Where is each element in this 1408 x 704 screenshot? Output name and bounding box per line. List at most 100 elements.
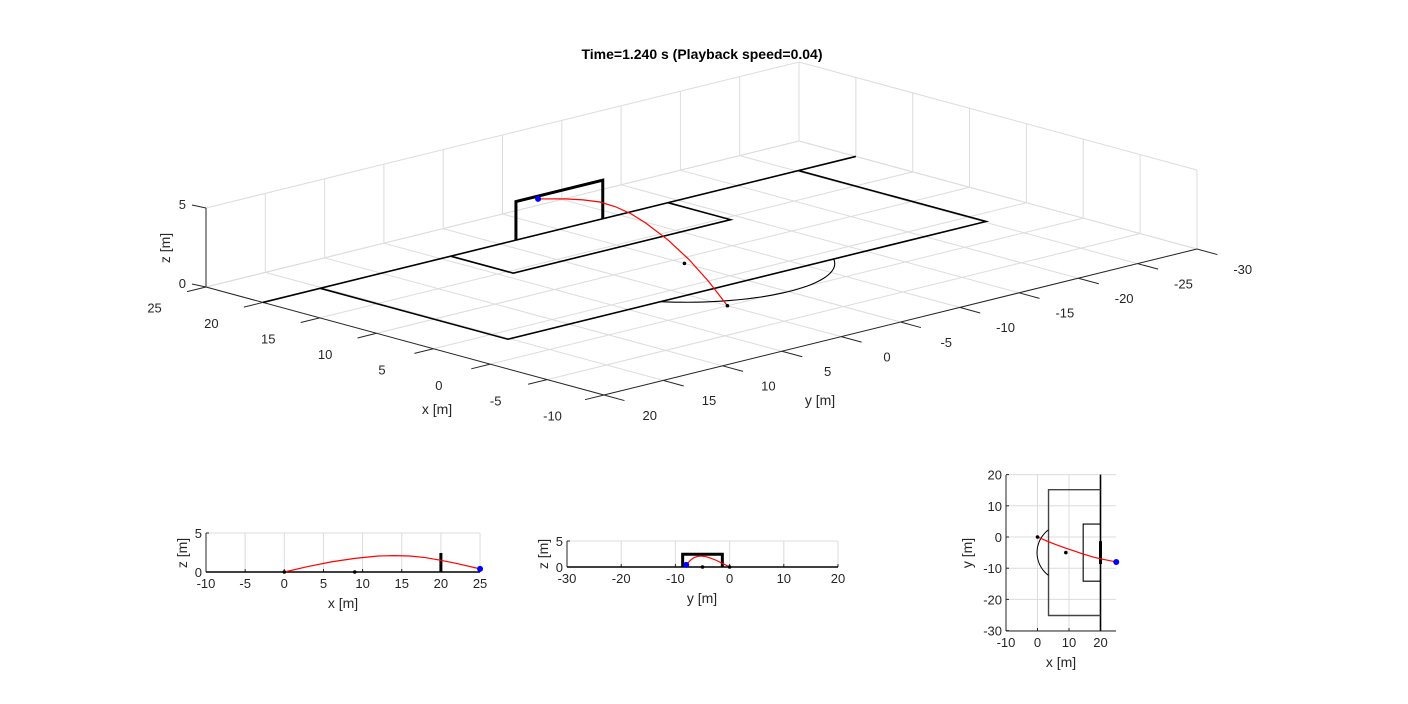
grid-line (383, 242, 782, 352)
y-tick-label: -25 (1174, 276, 1193, 291)
x-tick-label: -5 (239, 576, 251, 591)
ball-trajectory (284, 555, 481, 573)
y-tick-label: 10 (761, 379, 775, 394)
y-tick (1196, 248, 1218, 256)
x-tick-label: 20 (204, 316, 218, 331)
x-axis-label: x [m] (328, 595, 358, 611)
y-tick-label: -5 (940, 335, 952, 350)
penalty-arc (1036, 529, 1049, 576)
grid-line (205, 61, 1198, 209)
y-tick (959, 306, 981, 314)
goal-area (450, 201, 734, 274)
grid-line (502, 213, 901, 323)
figure-title: Time=1.240 s (Playback speed=0.04) (581, 46, 822, 62)
x-axis (205, 286, 605, 396)
x-tick-label: 10 (318, 347, 332, 362)
y-tick-label: -30 (1233, 262, 1252, 277)
x-tick-label: -10 (666, 571, 685, 586)
x-tick-label: 0 (1034, 635, 1041, 650)
marker-dot (352, 570, 357, 574)
x-tick-label: -30 (558, 571, 577, 586)
x-tick-label: -20 (612, 571, 631, 586)
ball-marker (477, 565, 484, 572)
penalty-arc (660, 258, 836, 303)
x-tick (357, 332, 377, 339)
x-tick (186, 286, 207, 293)
x-tick (471, 363, 491, 370)
grid-line (620, 184, 1020, 294)
y-tick-label: -30 (983, 624, 1002, 639)
x-tick (528, 379, 548, 385)
y-tick-label: 15 (702, 393, 716, 408)
penalty-area (320, 169, 990, 341)
y-tick (1137, 263, 1159, 270)
x-tick-label: 10 (1062, 635, 1076, 650)
y-tick-label: 20 (988, 468, 1002, 483)
marker-dot (1064, 550, 1068, 555)
x-tick-label: -5 (490, 393, 502, 408)
x-axis-label: x [m] (1046, 654, 1076, 670)
goal-line (262, 155, 857, 304)
ball-marker (1113, 558, 1120, 565)
marker-dot (700, 565, 705, 569)
y-tick-label: 5 (556, 534, 563, 549)
goal-area (1082, 523, 1101, 582)
grid-line (324, 257, 723, 367)
y-tick-label: 0 (995, 530, 1002, 545)
x-tick-label: -10 (997, 635, 1016, 650)
y-tick (900, 321, 922, 329)
x-tick (414, 348, 434, 354)
x-tick-label: 20 (434, 576, 448, 591)
x-tick-label: 5 (378, 362, 385, 377)
x-tick-label: 10 (355, 576, 369, 591)
goal-frame (681, 552, 724, 567)
x-tick-label: 25 (473, 576, 487, 591)
plot-3d: -10 -5 0 5 10 15 20 25 -30 -25 -20 -15 -10 -5 0 5 10 15 20… (147, 61, 1252, 424)
grid-line (443, 228, 842, 338)
y-tick (1078, 277, 1099, 285)
grid-line (680, 169, 1079, 279)
z-tick-label: 5 (179, 197, 186, 212)
ball-marker (683, 561, 690, 568)
y-tick-label: -20 (1115, 291, 1134, 306)
marker-dot (282, 570, 287, 574)
marker-dot (682, 261, 687, 266)
y-tick-label: 0 (556, 560, 563, 575)
y-axis-label: y [m] (805, 392, 835, 408)
y-tick-label: 20 (643, 408, 657, 423)
x-tick-label: 20 (831, 571, 845, 586)
marker-dot (725, 303, 730, 308)
grid-line (561, 198, 960, 308)
marker-dot (1035, 535, 1040, 539)
y-axis-label: z [m] (174, 538, 190, 568)
y-tick-label: 5 (195, 526, 202, 541)
ball-trajectory (538, 198, 728, 307)
x-tick-label: 0 (435, 378, 442, 393)
y-tick-label: -15 (1055, 306, 1074, 321)
x-tick (584, 394, 605, 401)
x-tick-label: 15 (395, 576, 409, 591)
x-axis-label: y [m] (687, 590, 717, 606)
y-tick (663, 379, 684, 387)
x-tick-label: 0 (281, 576, 288, 591)
penalty-area (1047, 489, 1101, 617)
x-tick-label: 5 (320, 576, 327, 591)
x-tick-label: -10 (197, 576, 216, 591)
z-tick (191, 283, 207, 288)
y-tick-label: -10 (983, 561, 1002, 576)
y-tick (603, 394, 625, 402)
grid-line (739, 155, 1138, 265)
ball-trajectory (1037, 536, 1117, 563)
z-tick-label: 0 (179, 276, 186, 291)
grid-line (205, 140, 1198, 288)
marker-dot (727, 565, 732, 569)
ball-marker (535, 195, 542, 202)
ball-trajectory (685, 555, 730, 568)
grid-line (265, 271, 664, 381)
y-tick-label: -10 (996, 320, 1015, 335)
x-tick-label: 15 (261, 332, 275, 347)
y-axis-label: z [m] (535, 539, 551, 569)
z-axis-label: z [m] (157, 233, 173, 263)
y-tick-label: 0 (883, 349, 890, 364)
